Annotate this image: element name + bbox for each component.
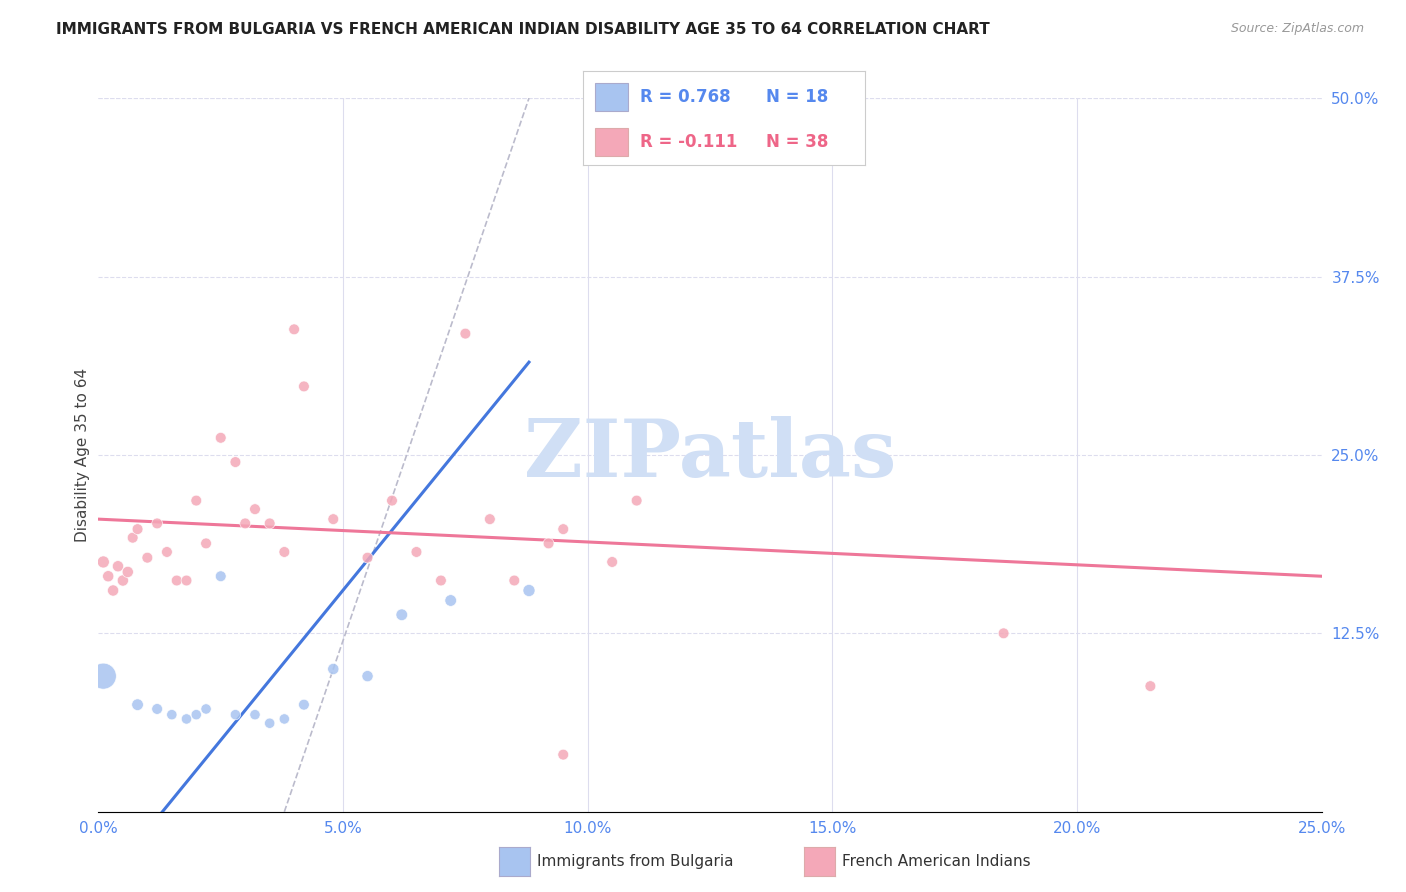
Point: [233, 516, 256, 531]
Point: [160, 707, 183, 722]
Text: N = 38: N = 38: [766, 133, 828, 151]
Point: [243, 502, 266, 516]
Point: [626, 493, 648, 508]
Point: [224, 455, 246, 469]
Point: [176, 712, 198, 726]
Point: [322, 512, 344, 526]
Point: [993, 626, 1015, 640]
Point: [600, 555, 623, 569]
Point: [176, 574, 198, 588]
Point: [186, 493, 208, 508]
FancyBboxPatch shape: [595, 83, 628, 111]
Text: ZIPatlas: ZIPatlas: [524, 416, 896, 494]
Point: [537, 536, 560, 550]
Point: [243, 707, 266, 722]
Point: [292, 698, 315, 712]
Text: Immigrants from Bulgaria: Immigrants from Bulgaria: [537, 855, 734, 869]
Point: [195, 702, 218, 716]
Point: [283, 322, 305, 336]
Point: [186, 707, 208, 722]
Point: [503, 574, 526, 588]
FancyBboxPatch shape: [595, 128, 628, 156]
Point: [454, 326, 477, 341]
Point: [146, 516, 169, 531]
Point: [405, 545, 427, 559]
Point: [259, 516, 281, 531]
Point: [136, 550, 159, 565]
Point: [478, 512, 501, 526]
Point: [1139, 679, 1161, 693]
Point: [259, 716, 281, 731]
Y-axis label: Disability Age 35 to 64: Disability Age 35 to 64: [75, 368, 90, 542]
Point: [101, 583, 124, 598]
Point: [356, 550, 378, 565]
Text: R = 0.768: R = 0.768: [640, 87, 730, 105]
Point: [553, 522, 575, 536]
Point: [127, 522, 149, 536]
Point: [156, 545, 179, 559]
Point: [381, 493, 404, 508]
Point: [91, 669, 114, 683]
Point: [117, 565, 139, 579]
Point: [209, 569, 232, 583]
Point: [273, 545, 295, 559]
Point: [292, 379, 315, 393]
Point: [517, 583, 540, 598]
Point: [209, 431, 232, 445]
Point: [91, 555, 114, 569]
Text: N = 18: N = 18: [766, 87, 828, 105]
Point: [127, 698, 149, 712]
Point: [356, 669, 378, 683]
Point: [224, 707, 246, 722]
Point: [195, 536, 218, 550]
Text: IMMIGRANTS FROM BULGARIA VS FRENCH AMERICAN INDIAN DISABILITY AGE 35 TO 64 CORRE: IMMIGRANTS FROM BULGARIA VS FRENCH AMERI…: [56, 22, 990, 37]
Point: [322, 662, 344, 676]
Point: [121, 531, 143, 545]
Point: [97, 569, 120, 583]
Point: [166, 574, 188, 588]
Point: [146, 702, 169, 716]
Point: [440, 593, 463, 607]
Text: R = -0.111: R = -0.111: [640, 133, 737, 151]
Point: [273, 712, 295, 726]
Point: [107, 559, 129, 574]
Text: French American Indians: French American Indians: [842, 855, 1031, 869]
Point: [553, 747, 575, 762]
Point: [391, 607, 413, 622]
Point: [111, 574, 134, 588]
Text: Source: ZipAtlas.com: Source: ZipAtlas.com: [1230, 22, 1364, 36]
Point: [430, 574, 453, 588]
